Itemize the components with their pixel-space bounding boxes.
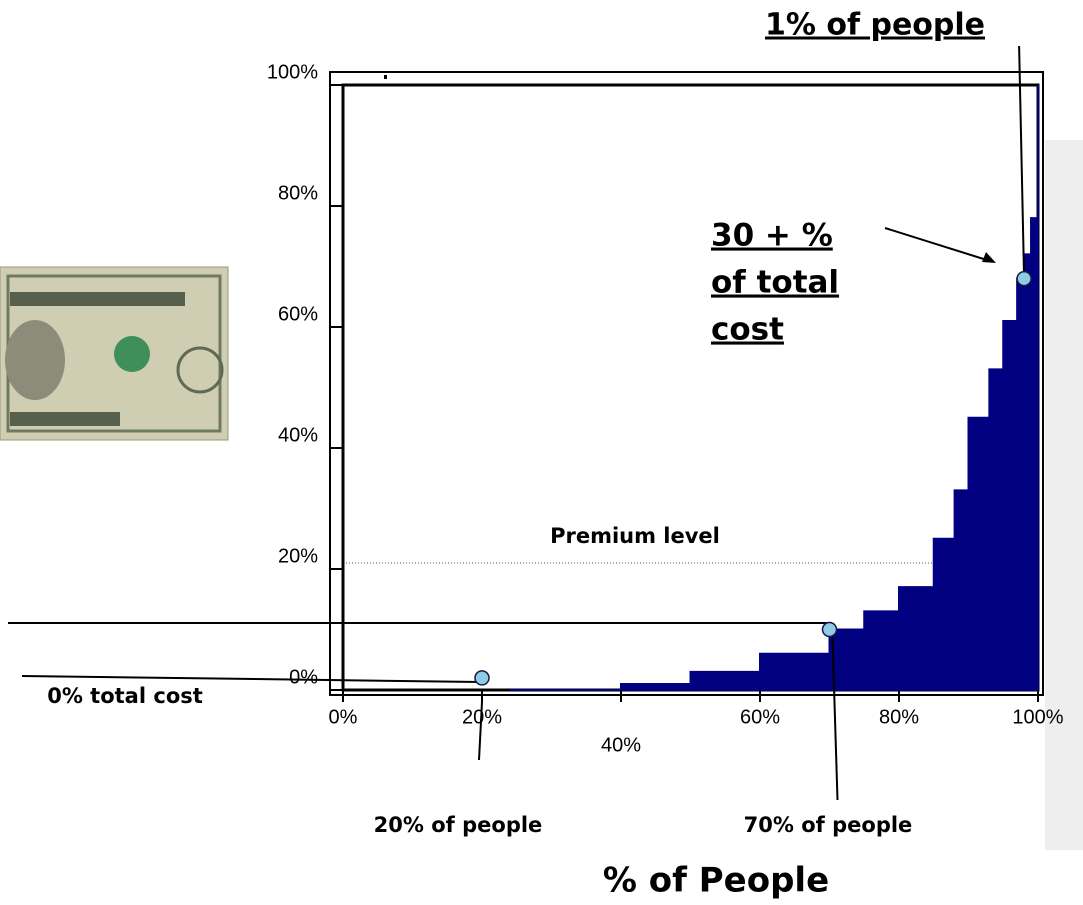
- y-tick-label: 80%: [278, 182, 318, 204]
- annotation: 0% total cost: [47, 684, 203, 708]
- arrow: [884, 227, 991, 262]
- x-tick-label: 100%: [1012, 706, 1063, 728]
- side-shadow: [1045, 140, 1083, 850]
- arrow-head: [982, 252, 996, 263]
- annotation: cost: [711, 312, 784, 348]
- annotation: 20% of people: [374, 813, 543, 837]
- leader-line: [21, 675, 481, 683]
- outer-frame: [329, 71, 1044, 696]
- x-axis-title: % of People: [603, 861, 829, 901]
- annotation: 1% of people: [765, 8, 985, 43]
- x-tick-label: 40%: [601, 734, 641, 756]
- highlight-marker: [474, 670, 490, 686]
- x-tick-label: 60%: [740, 706, 780, 728]
- leader-line: [478, 701, 483, 761]
- leader-line: [831, 637, 839, 801]
- y-tick-label: 60%: [278, 303, 318, 325]
- leader-line: [1018, 45, 1026, 279]
- y-tick-label: 100%: [267, 61, 318, 83]
- dollar-bill: [0, 266, 229, 441]
- highlight-marker: [821, 621, 838, 638]
- y-tick-label: 40%: [278, 424, 318, 446]
- y-tick-label: 20%: [278, 545, 318, 567]
- x-tick-label: 0%: [329, 706, 358, 728]
- dot: [384, 75, 387, 79]
- premium-label: Premium level: [550, 524, 720, 548]
- y-tick-label: 0%: [289, 666, 318, 688]
- annotation: of total: [711, 265, 839, 301]
- annotation: 70% of people: [744, 813, 913, 837]
- annotation: 30 + %: [711, 218, 833, 254]
- x-tick-label: 80%: [879, 706, 919, 728]
- area: [509, 85, 1039, 691]
- highlight-marker: [1016, 270, 1032, 287]
